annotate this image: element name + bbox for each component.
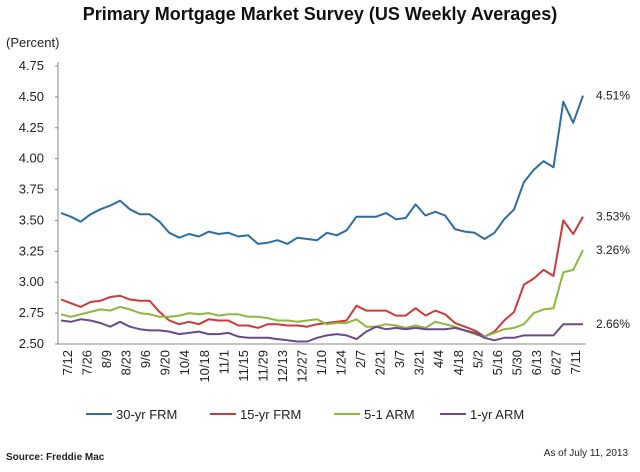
- y-tick-label: 2.50: [19, 336, 44, 351]
- legend-label-2: 5-1 ARM: [364, 407, 415, 422]
- x-tick-label: 6/13: [529, 350, 544, 375]
- end-label-1: 3.53%: [596, 210, 630, 224]
- series-lines: [60, 95, 584, 343]
- end-labels: 4.51% 3.53% 3.26% 2.66%: [596, 89, 630, 332]
- x-tick-label: 7/26: [80, 350, 95, 375]
- as-of-note: As of July 11, 2013: [543, 448, 628, 459]
- y-tick-label: 3.25: [19, 243, 44, 258]
- y-tick-label: 3.00: [19, 274, 44, 289]
- end-label-3: 2.66%: [596, 317, 630, 331]
- series-line-3: [60, 318, 583, 343]
- y-tick-label: 4.25: [19, 120, 44, 135]
- x-tick-label: 9/20: [158, 350, 173, 375]
- x-tick-label: 2/21: [373, 350, 388, 375]
- x-tick-label: 2/7: [353, 350, 368, 368]
- x-tick-label: 12/27: [294, 350, 309, 383]
- x-tick-label: 4/18: [451, 350, 466, 375]
- chart-axes: [55, 62, 586, 345]
- y-tick-label: 4.00: [19, 151, 44, 166]
- legend-label-3: 1-yr ARM: [470, 407, 524, 422]
- x-tick-label: 8/9: [99, 350, 114, 368]
- legend-label-1: 15-yr FRM: [240, 407, 301, 422]
- x-tick-label: 11/29: [255, 350, 270, 382]
- end-label-2: 3.26%: [596, 243, 630, 257]
- x-tick-label: 7/11: [568, 350, 583, 374]
- y-tick-labels: 4.75 4.50 4.25 4.00 3.75 3.50 3.25 3.00 2.75 2.50: [19, 58, 44, 351]
- x-tick-label: 7/12: [60, 350, 75, 375]
- x-tick-label: 10/18: [197, 350, 212, 383]
- series-line-0: [60, 95, 584, 245]
- y-tick-label: 4.75: [19, 58, 44, 73]
- x-tick-label: 5/2: [470, 350, 485, 368]
- end-label-0: 4.51%: [596, 89, 630, 103]
- x-tick-label: 5/30: [509, 350, 524, 375]
- y-tick-label: 3.50: [19, 212, 44, 227]
- y-tick-label: 3.75: [19, 182, 44, 197]
- y-tick-label: 4.50: [19, 89, 44, 104]
- legend: 30-yr FRM 15-yr FRM 5-1 ARM 1-yr ARM: [86, 407, 524, 422]
- x-tick-label: 3/7: [392, 350, 407, 368]
- chart-title: Primary Mortgage Market Survey (US Weekl…: [82, 4, 558, 24]
- x-tick-label: 1/10: [314, 350, 329, 375]
- x-tick-label: 3/21: [412, 350, 427, 375]
- x-tick-label: 6/27: [548, 350, 563, 375]
- series-line-1: [60, 216, 584, 338]
- x-tick-labels: 7/12 7/26 8/9 8/23 9/6 9/20 10/4 10/18 11/1 11/15…: [60, 350, 583, 383]
- source-note: Source: Freddie Mac: [6, 452, 105, 463]
- y-tick-label: 2.75: [19, 305, 44, 320]
- x-tick-label: 12/13: [275, 350, 290, 383]
- x-tick-label: 11/1: [216, 350, 231, 374]
- x-tick-label: 11/15: [236, 350, 251, 382]
- x-tick-label: 8/23: [119, 350, 134, 375]
- x-tick-label: 4/4: [431, 350, 446, 368]
- x-tick-label: 9/6: [138, 350, 153, 368]
- legend-label-0: 30-yr FRM: [116, 407, 177, 422]
- y-axis-label: (Percent): [6, 35, 59, 50]
- x-tick-label: 5/16: [490, 350, 505, 375]
- x-tick-label: 1/24: [334, 350, 349, 375]
- x-tick-label: 10/4: [177, 350, 192, 375]
- series-line-2: [60, 249, 584, 338]
